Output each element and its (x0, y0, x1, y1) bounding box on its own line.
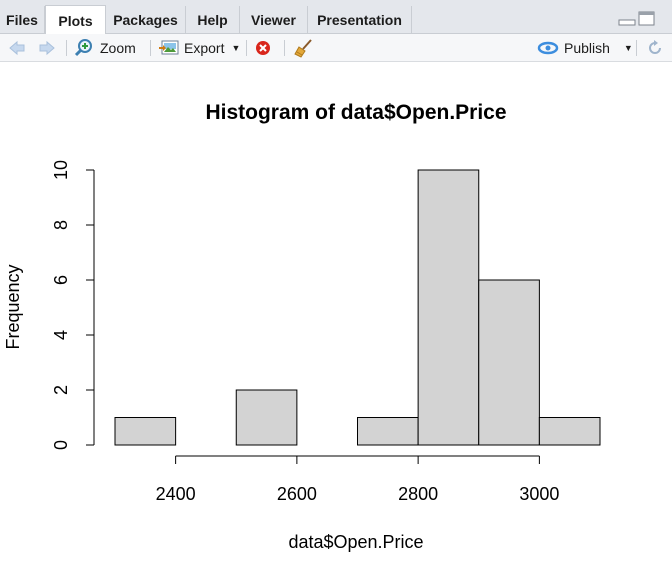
export-label: Export (184, 40, 225, 56)
y-axis: 0 2 4 6 8 10 (51, 160, 95, 450)
magnifier-plus-icon (74, 39, 92, 57)
histogram-bar (357, 417, 419, 446)
refresh-icon[interactable] (646, 39, 664, 57)
plots-toolbar: Zoom Export ▼ (0, 34, 672, 62)
minimize-pane-icon[interactable] (618, 14, 636, 28)
y-tick-label: 0 (51, 440, 71, 450)
plot-area: Histogram of data$Open.Price data$Open.P… (0, 62, 672, 573)
tab-label: Plots (58, 12, 93, 29)
toolbar-separator (636, 40, 637, 56)
histogram-chart: Histogram of data$Open.Price data$Open.P… (3, 101, 601, 552)
histogram-bar (114, 417, 177, 446)
histogram-bar (478, 279, 540, 446)
arrow-right-icon[interactable] (38, 40, 56, 56)
tab-help[interactable]: Help (186, 6, 240, 34)
toolbar-separator (246, 40, 247, 56)
chevron-down-icon: ▼ (623, 43, 633, 53)
y-tick-label: 8 (51, 220, 71, 230)
y-tick-label: 4 (51, 330, 71, 340)
zoom-label: Zoom (100, 40, 136, 56)
tab-label: Viewer (251, 12, 296, 28)
tab-label: Files (6, 12, 38, 28)
histogram-bar (538, 417, 601, 446)
x-tick-label: 2400 (156, 484, 196, 504)
y-axis-label: Frequency (3, 264, 23, 349)
publish-icon (537, 41, 559, 55)
tab-label: Presentation (317, 12, 402, 28)
x-tick-label: 3000 (519, 484, 559, 504)
x-axis-label: data$Open.Price (288, 532, 423, 552)
image-export-icon (159, 40, 179, 55)
chevron-down-icon: ▼ (231, 43, 241, 53)
toolbar-separator (150, 40, 151, 56)
export-button[interactable]: Export ▼ (158, 34, 240, 62)
publish-button[interactable]: Publish ▼ (537, 34, 633, 62)
tab-label: Help (197, 12, 228, 28)
broom-icon[interactable] (294, 38, 314, 58)
tab-presentation[interactable]: Presentation (308, 6, 412, 34)
maximize-pane-icon[interactable] (638, 10, 656, 28)
y-tick-label: 10 (51, 160, 71, 180)
x-axis: 2400 2600 2800 3000 (156, 455, 559, 504)
toolbar-separator (284, 40, 285, 56)
publish-label: Publish (564, 40, 610, 56)
zoom-button[interactable]: Zoom (74, 34, 136, 62)
histogram-bar (417, 169, 480, 446)
histogram-bar (235, 389, 298, 446)
tab-plots[interactable]: Plots (45, 5, 106, 35)
x-tick-label: 2600 (277, 484, 317, 504)
y-tick-label: 6 (51, 275, 71, 285)
tab-files[interactable]: Files (0, 6, 45, 34)
tab-packages[interactable]: Packages (106, 6, 186, 34)
x-tick-label: 2800 (398, 484, 438, 504)
red-x-circle-icon[interactable] (254, 39, 272, 57)
histogram-bars (114, 169, 601, 446)
toolbar-separator (66, 40, 67, 56)
tab-bar: Files Plots Packages Help Viewer Present… (0, 0, 672, 35)
arrow-left-icon[interactable] (8, 40, 26, 56)
y-tick-label: 2 (51, 385, 71, 395)
chart-title: Histogram of data$Open.Price (205, 101, 506, 124)
tab-viewer[interactable]: Viewer (240, 6, 308, 34)
tab-label: Packages (113, 12, 178, 28)
